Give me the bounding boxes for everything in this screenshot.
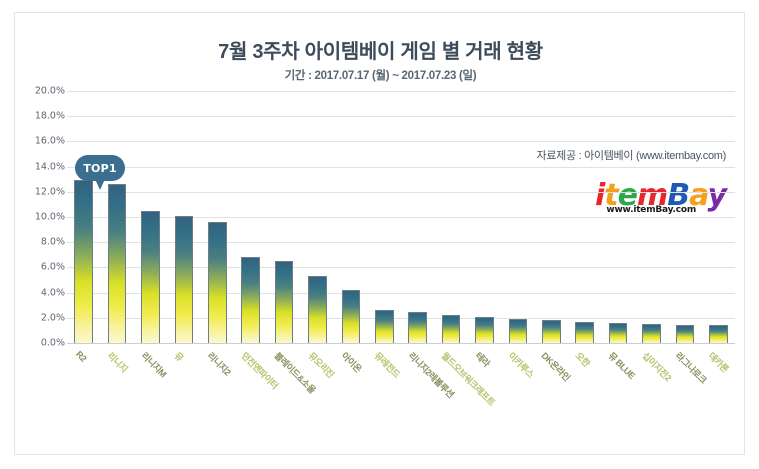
chart-card: 7월 3주차 아이템베이 게임 별 거래 현황 기간 : 2017.07.17 … xyxy=(14,12,745,455)
y-axis-tick-label: 14.0% xyxy=(34,161,65,173)
top1-badge: TOP1 xyxy=(75,155,125,190)
y-axis-tick-label: 0.0% xyxy=(40,337,65,349)
x-axis-tick-label: 리니지M xyxy=(139,350,168,380)
x-axis-tick-label: 아이온 xyxy=(339,350,364,375)
gridline xyxy=(67,292,735,294)
bar xyxy=(508,319,528,343)
gridline xyxy=(67,116,735,118)
bar xyxy=(107,184,127,343)
logo-wordmark: itemBay xyxy=(574,178,727,213)
bar xyxy=(374,310,394,343)
gridline xyxy=(67,217,735,218)
y-axis-tick-label: 4.0% xyxy=(40,287,65,299)
logo-letter-a: a xyxy=(689,178,708,213)
bar xyxy=(341,290,361,343)
x-axis-tick-label: 뮤레전드 xyxy=(372,350,403,380)
x-axis-tick-label: 테라 xyxy=(473,350,492,369)
x-axis-tick-label: 뮤 xyxy=(172,350,186,364)
x-axis-tick-label: 오한 xyxy=(573,350,592,369)
gridline xyxy=(67,91,735,92)
bar xyxy=(241,257,261,343)
y-axis-tick-label: 6.0% xyxy=(40,261,65,273)
logo-letter-y: y xyxy=(707,178,727,213)
y-axis-tick-label: 8.0% xyxy=(40,236,65,248)
bar xyxy=(575,321,595,343)
x-axis-tick-label: 십이지전2 xyxy=(640,350,673,384)
gridline xyxy=(67,141,735,143)
y-axis-tick-label: 2.0% xyxy=(40,312,65,324)
bar xyxy=(708,325,728,343)
logo-letter-t: t xyxy=(604,178,618,213)
x-axis-tick-label: 리니지 xyxy=(105,350,130,375)
y-axis-tick-label: 20.0% xyxy=(34,85,65,97)
bar xyxy=(642,324,661,343)
itembay-logo: itemBay www.itemBay.com xyxy=(574,178,727,223)
gridlines xyxy=(67,91,735,344)
bar xyxy=(675,324,695,343)
y-axis-tick-label: 10.0% xyxy=(34,211,65,223)
bar xyxy=(541,320,561,343)
logo-letter-m: m xyxy=(636,178,668,213)
bar xyxy=(441,315,461,343)
chart-plot-area: 20.0% 18.0% 16.0% 14.0% 12.0% 10.0% 8.0% 6.0% 4.… xyxy=(15,13,746,456)
y-axis: 20.0% 18.0% 16.0% 14.0% 12.0% 10.0% 8.0% 6.0% 4.… xyxy=(21,86,65,349)
y-axis-tick-label: 16.0% xyxy=(34,135,65,147)
page-title: 7월 3주차 아이템베이 게임 별 거래 현황 xyxy=(218,41,543,63)
bar xyxy=(608,322,628,343)
logo-letter-B: B xyxy=(667,178,690,213)
gridline xyxy=(67,317,735,319)
y-axis-tick-label: 18.0% xyxy=(34,110,65,122)
gridline xyxy=(67,343,735,344)
x-axis-tick-label: 뮤오리진 xyxy=(306,350,336,380)
x-axis-tick-label: R2 xyxy=(73,349,89,364)
gridline xyxy=(67,242,735,244)
gridline xyxy=(67,191,735,193)
x-axis-tick-label: 데카론 xyxy=(706,350,731,375)
bar xyxy=(308,276,327,343)
bar xyxy=(475,316,494,343)
bar xyxy=(174,215,194,343)
logo-letter-i: i xyxy=(594,178,605,213)
bar xyxy=(74,180,94,343)
x-axis-tick-label: 리니지2 xyxy=(205,350,233,378)
bar xyxy=(408,311,428,343)
source-note: 자료제공 : 아이템베이 (www.itembay.com) xyxy=(536,150,727,162)
gridline xyxy=(67,267,735,269)
x-axis-tick-label: 이카루스 xyxy=(506,350,536,380)
x-axis-tick-label: DK온라인 xyxy=(539,350,573,383)
logo-letter-e: e xyxy=(617,178,638,213)
x-axis: R2 리니지 리니지M 뮤 리니지2 던전앤파이터 블레이드&소울 뮤오리진 아이온 뮤레전드 리니… xyxy=(67,345,735,455)
y-axis-tick-label: 12.0% xyxy=(34,186,65,198)
gridline xyxy=(67,166,735,168)
bar xyxy=(141,210,160,343)
bar xyxy=(207,222,227,343)
bar xyxy=(274,261,294,343)
logo-url: www.itemBay.com xyxy=(606,205,696,215)
chart-subtitle: 기간 : 2017.07.17 (월) ~ 2017.07.23 (일) xyxy=(284,70,477,82)
x-axis-tick-label: 뮤 BLUE xyxy=(606,350,637,381)
x-axis-tick-label: 라그나로크 xyxy=(673,350,709,386)
bar-series xyxy=(67,91,735,343)
